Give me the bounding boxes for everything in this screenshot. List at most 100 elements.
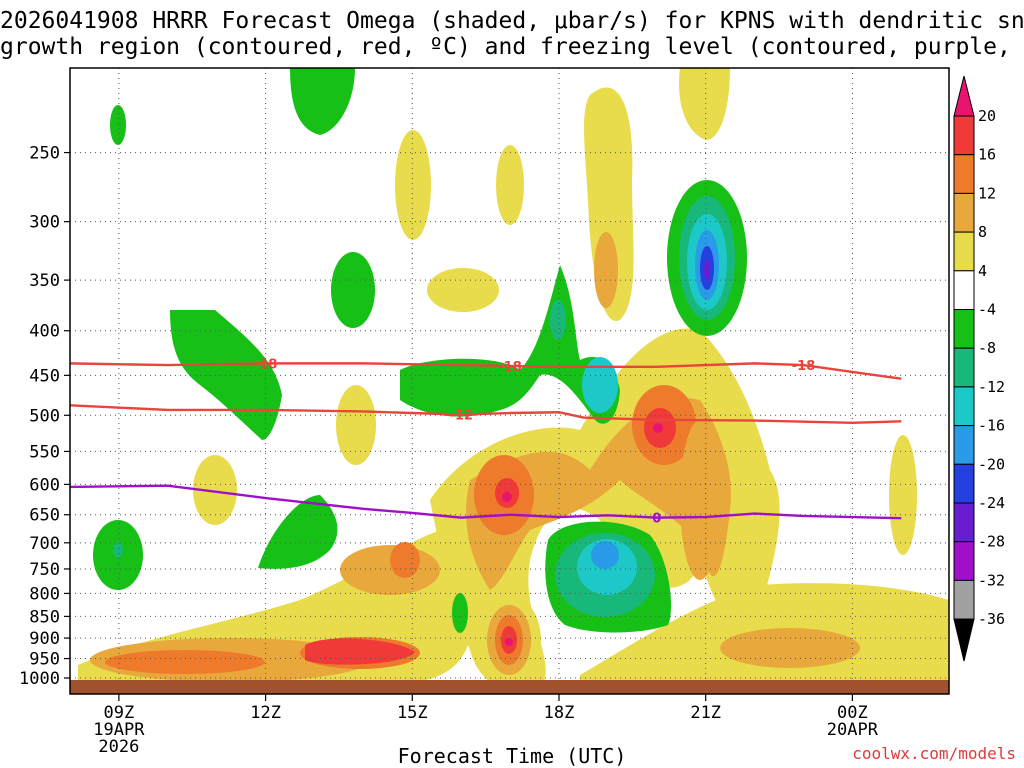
colorbar-label-10: -24 xyxy=(978,494,1005,512)
omega-region-neg-left-low-teal xyxy=(113,542,123,558)
colorbar-swatch-0 xyxy=(953,115,975,156)
y-tick-label-450: 450 xyxy=(29,366,60,386)
colorbar-label-7: -12 xyxy=(978,378,1005,396)
contour-label-freezing-level-0: 0 xyxy=(652,512,661,527)
colorbar-bottom-arrow xyxy=(953,618,975,662)
colorbar-swatch-10 xyxy=(953,502,975,543)
omega-region-neg-dgz xyxy=(400,265,620,424)
omega-region-mid-low-orange xyxy=(340,545,440,595)
colorbar-label-13: -36 xyxy=(978,610,1005,628)
plot-frame xyxy=(69,67,950,695)
colorbar-label-9: -20 xyxy=(978,455,1005,473)
omega-region-low-level-red xyxy=(305,638,415,665)
x-tick-label-18-0: 18Z xyxy=(544,703,575,723)
omega-region-central-hot-2-max xyxy=(653,423,663,433)
omega-region-neg-dgz-cyan xyxy=(582,357,618,413)
contour-freezing-level xyxy=(70,484,902,520)
contour-dgz-bottom xyxy=(70,404,902,424)
omega-region-lowlevel-hotspot-max xyxy=(505,638,513,646)
omega-region-upper-7 xyxy=(193,455,237,525)
omega-region-neg-upper-cell-purple xyxy=(704,260,710,280)
y-tick-label-300: 300 xyxy=(29,213,60,233)
y-tick-label-850: 850 xyxy=(29,607,60,627)
contour-label-dgz-top-0: -18 xyxy=(254,357,278,372)
chart-title-line-1: 2026041908 HRRR Forecast Omega (shaded, … xyxy=(0,8,1024,34)
omega-region-neg-mid-upper xyxy=(331,252,375,328)
colorbar-label-5: -4 xyxy=(978,301,996,319)
y-axis: 2503003504004505005506006507007508008509… xyxy=(19,144,70,689)
colorbar-swatch-7 xyxy=(953,386,975,427)
omega-region-deep-column xyxy=(680,420,720,580)
omega-shaded-field xyxy=(78,68,949,694)
x-tick-label-9-0: 09Z xyxy=(104,703,135,723)
omega-region-neg-top xyxy=(290,68,355,135)
omega-region-low-level-16 xyxy=(105,650,265,674)
omega-region-upper-4-core xyxy=(594,232,618,308)
colorbar-label-12: -32 xyxy=(978,571,1005,589)
y-tick-label-250: 250 xyxy=(29,144,60,164)
y-tick-label-950: 950 xyxy=(29,650,60,670)
colorbar-swatch-6 xyxy=(953,347,975,388)
x-tick-label-12-0: 12Z xyxy=(250,703,281,723)
omega-region-upper-5 xyxy=(679,68,730,140)
omega-region-central-hot-1-max xyxy=(502,492,512,502)
colorbar-swatch-9 xyxy=(953,463,975,504)
colorbar-label-6: -8 xyxy=(978,339,996,357)
omega-region-neg-small-1 xyxy=(452,593,468,633)
omega-region-neg-low-center-blue xyxy=(591,541,619,569)
omega-region-upper-6 xyxy=(336,385,376,465)
omega-region-neg-left-mid xyxy=(258,495,338,569)
omega-region-upper-1 xyxy=(395,130,431,240)
y-tick-label-650: 650 xyxy=(29,506,60,526)
chart-title-line-2: growth region (contoured, red, ºC) and f… xyxy=(0,34,1024,60)
contour-dgz-top xyxy=(70,362,902,380)
colorbar-label-11: -28 xyxy=(978,533,1005,551)
x-tick-label-24-0: 00Z xyxy=(837,703,868,723)
colorbar-label-2: 12 xyxy=(978,184,996,202)
contour-lines: -18 -18 -18 -12 0 xyxy=(70,357,902,527)
y-tick-label-750: 750 xyxy=(29,560,60,580)
omega-region-mid-low-red xyxy=(390,542,420,578)
credit-link[interactable]: coolwx.com/models xyxy=(852,744,1016,763)
colorbar-label-3: 8 xyxy=(978,223,987,241)
x-tick-label-9-2: 2026 xyxy=(98,737,139,757)
omega-region-neg-dgz-teal xyxy=(550,300,566,340)
colorbar-label-8: -16 xyxy=(978,417,1005,435)
colorbar-label-4: 4 xyxy=(978,262,987,280)
y-tick-label-900: 900 xyxy=(29,629,60,649)
contour-label-dgz-top-1: -18 xyxy=(498,360,522,375)
colorbar-swatch-1 xyxy=(953,154,975,194)
x-tick-label-21-0: 21Z xyxy=(690,703,721,723)
colorbar-swatch-3 xyxy=(953,231,975,272)
colorbar-swatch-4 xyxy=(953,270,975,310)
y-tick-label-1000: 1000 xyxy=(19,669,60,689)
y-tick-label-550: 550 xyxy=(29,442,60,462)
omega-region-right-column xyxy=(889,435,917,555)
y-tick-label-800: 800 xyxy=(29,584,60,604)
colorbar-swatch-5 xyxy=(953,309,975,349)
y-tick-label-600: 600 xyxy=(29,475,60,495)
colorbar-swatch-2 xyxy=(953,192,975,233)
omega-region-low-level-right-12 xyxy=(720,628,860,668)
y-tick-label-700: 700 xyxy=(29,534,60,554)
contour-label-dgz-top-2: -18 xyxy=(792,359,816,374)
y-tick-label-350: 350 xyxy=(29,271,60,291)
colorbar-swatch-8 xyxy=(953,425,975,465)
y-tick-label-400: 400 xyxy=(29,322,60,342)
colorbar: 20 16 12 8 4 -4 -8 -12 -16 -20 -24 -28 -32 -36 xyxy=(953,75,1005,662)
colorbar-swatch-11 xyxy=(953,541,975,581)
x-axis-title: Forecast Time (UTC) xyxy=(397,744,627,768)
omega-region-upper-3 xyxy=(427,268,499,312)
omega-region-upper-2 xyxy=(496,145,524,225)
omega-region-neg-upper-left xyxy=(170,310,282,440)
colorbar-label-1: 16 xyxy=(978,146,996,164)
colorbar-swatch-12 xyxy=(953,579,975,620)
x-tick-label-15-0: 15Z xyxy=(397,703,428,723)
y-tick-label-500: 500 xyxy=(29,406,60,426)
x-tick-label-24-1: 20APR xyxy=(827,720,879,740)
ground-surface xyxy=(70,680,949,694)
omega-region-neg-tiny xyxy=(110,105,126,145)
contour-label-dgz-bottom-0: -12 xyxy=(449,409,473,424)
